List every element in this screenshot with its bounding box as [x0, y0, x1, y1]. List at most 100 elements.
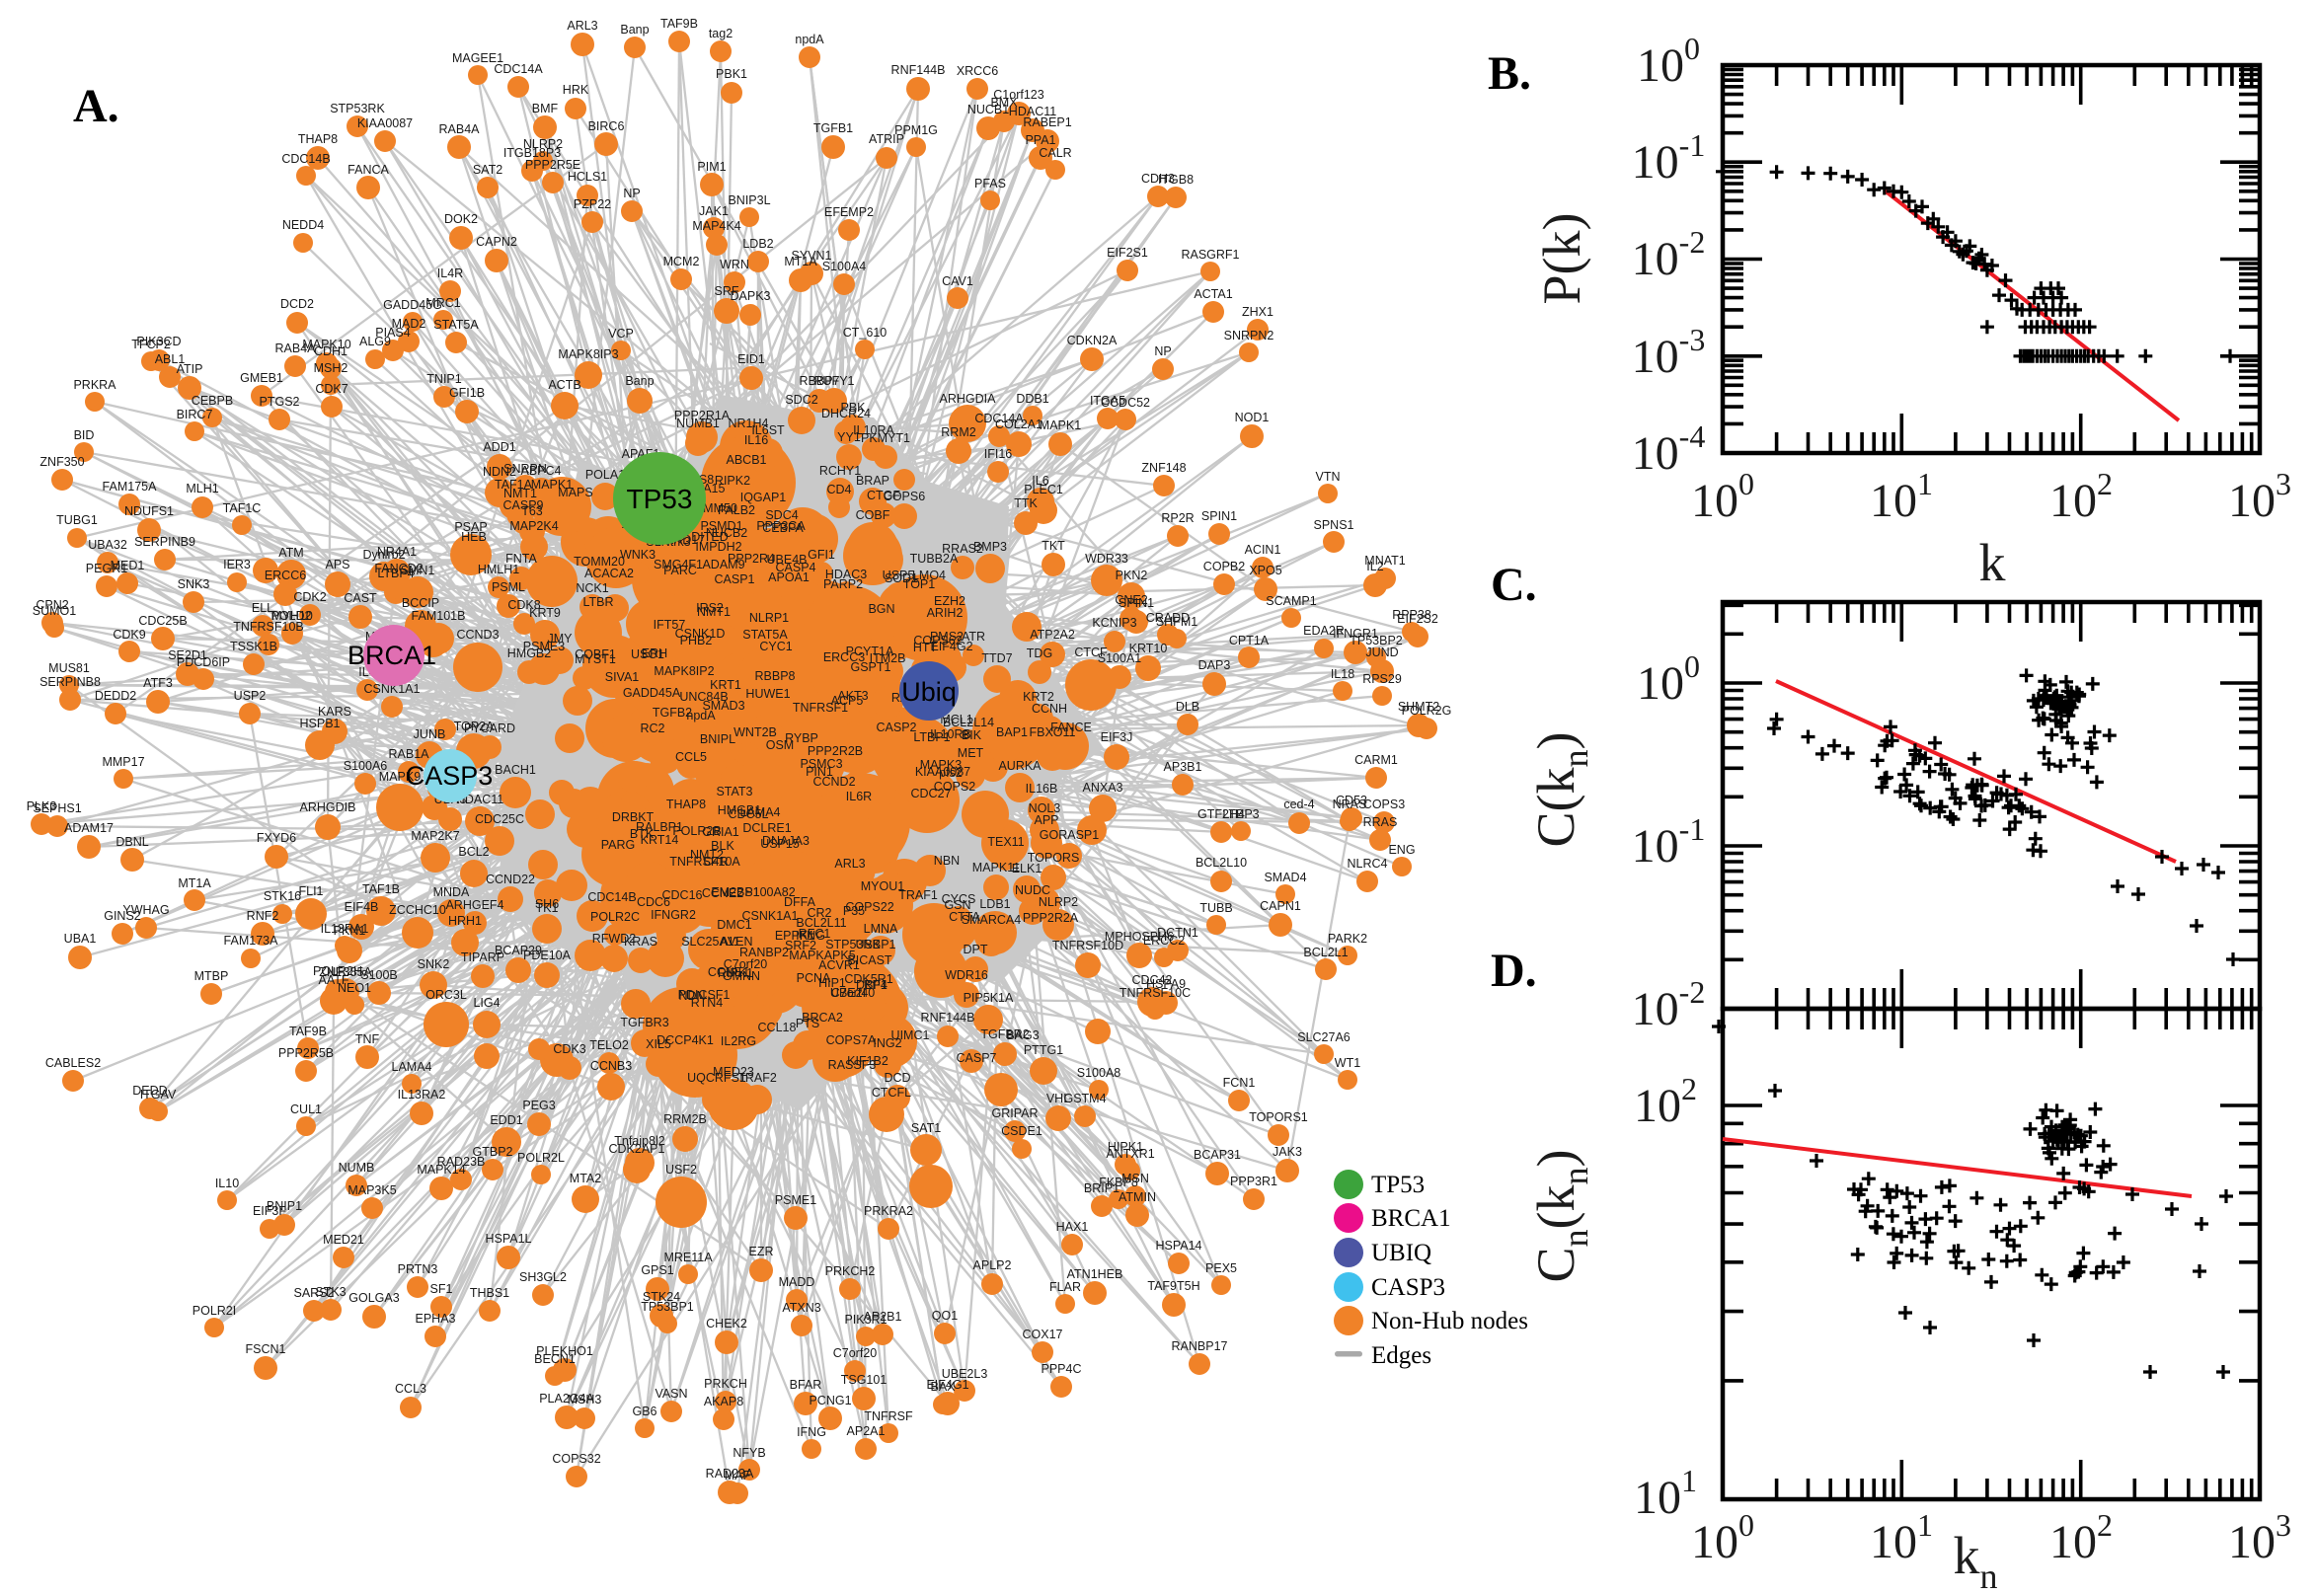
svg-text:CAPN2: CAPN2 [476, 235, 517, 249]
svg-text:FSCN1: FSCN1 [246, 1342, 286, 1356]
svg-text:CDH1: CDH1 [314, 344, 347, 358]
svg-text:MSH2: MSH2 [314, 361, 348, 375]
svg-text:JAK1: JAK1 [699, 204, 729, 218]
svg-text:KCNIP3: KCNIP3 [1092, 616, 1136, 630]
svg-text:NMT2: NMT2 [690, 848, 724, 862]
svg-text:PHB2: PHB2 [680, 634, 713, 647]
svg-text:MLH1: MLH1 [186, 482, 218, 495]
svg-text:AP2B1: AP2B1 [864, 1310, 902, 1324]
svg-text:SERPINB8: SERPINB8 [39, 675, 101, 689]
svg-text:IMPDH2: IMPDH2 [695, 540, 741, 554]
svg-text:SPNS1: SPNS1 [1314, 518, 1354, 532]
svg-text:HMLH1: HMLH1 [478, 563, 519, 576]
svg-text:POLD2: POLD2 [271, 609, 312, 623]
svg-text:PCNG1: PCNG1 [809, 1394, 851, 1407]
svg-text:MYST1: MYST1 [575, 652, 616, 666]
svg-text:PTTG1: PTTG1 [1024, 1043, 1063, 1057]
svg-text:HMGB2: HMGB2 [507, 646, 552, 660]
svg-text:RAB4A: RAB4A [275, 342, 317, 355]
svg-text:FLI1: FLI1 [298, 884, 323, 898]
svg-text:CTGF: CTGF [867, 489, 900, 502]
svg-text:SUMO1: SUMO1 [33, 604, 77, 618]
svg-text:ABPC4: ABPC4 [521, 464, 562, 478]
svg-text:BAP1: BAP1 [996, 725, 1028, 739]
svg-text:NLRP2: NLRP2 [523, 137, 563, 151]
svg-text:RALBP1: RALBP1 [636, 820, 683, 834]
svg-text:BCCIP: BCCIP [402, 596, 439, 610]
svg-text:STK16: STK16 [264, 889, 301, 903]
svg-text:CCL18: CCL18 [758, 1021, 797, 1034]
svg-text:FNTA: FNTA [505, 552, 537, 566]
svg-text:TSSK1B: TSSK1B [230, 640, 277, 653]
svg-text:RIPK1: RIPK1 [718, 966, 753, 980]
svg-text:S100A4: S100A4 [822, 260, 867, 273]
svg-text:IFNG: IFNG [797, 1425, 826, 1439]
svg-text:FANCD2: FANCD2 [374, 562, 423, 575]
svg-text:TOPORS1: TOPORS1 [1249, 1110, 1308, 1124]
svg-text:RUFY1: RUFY1 [814, 374, 855, 388]
svg-text:ATXN3: ATXN3 [782, 1301, 820, 1315]
svg-text:Non-Hub nodes: Non-Hub nodes [1371, 1308, 1528, 1334]
svg-text:TNIP1: TNIP1 [426, 372, 461, 386]
svg-text:ADAM17: ADAM17 [64, 821, 114, 835]
svg-text:ZHX1: ZHX1 [1242, 305, 1274, 319]
svg-text:PDCD6IP: PDCD6IP [177, 655, 230, 669]
svg-text:ATM: ATM [278, 546, 303, 560]
svg-text:PARK2: PARK2 [1328, 932, 1367, 946]
svg-text:SH6: SH6 [535, 897, 559, 911]
svg-text:MAPK10: MAPK10 [302, 338, 350, 351]
svg-text:UQCRFS1: UQCRFS1 [687, 1071, 746, 1085]
svg-text:GMEB1: GMEB1 [240, 371, 283, 385]
svg-text:PPP2R2A: PPP2R2A [1023, 911, 1079, 925]
svg-text:PPP4C: PPP4C [1042, 1362, 1082, 1376]
svg-text:XIL5: XIL5 [646, 1037, 671, 1051]
svg-text:GOLGA3: GOLGA3 [348, 1291, 399, 1305]
svg-text:ITGAV: ITGAV [140, 1088, 177, 1102]
svg-text:MAPK1: MAPK1 [531, 478, 573, 492]
svg-text:RASSF3: RASSF3 [828, 1058, 877, 1072]
svg-text:DCD2: DCD2 [280, 297, 314, 311]
svg-text:POLA1: POLA1 [585, 468, 625, 482]
svg-text:GTBP2: GTBP2 [473, 1145, 513, 1159]
svg-text:CDK8: CDK8 [507, 598, 540, 612]
svg-text:PKN1: PKN1 [334, 924, 366, 938]
svg-text:PPP2R5E: PPP2R5E [525, 158, 580, 172]
svg-text:TP53BP1: TP53BP1 [641, 1300, 694, 1314]
svg-text:TK1: TK1 [536, 901, 559, 915]
svg-text:TAF9T5H: TAF9T5H [1147, 1279, 1199, 1293]
svg-text:EIF3F: EIF3F [253, 1204, 286, 1218]
svg-text:A.: A. [73, 80, 119, 132]
svg-text:SEPHS1: SEPHS1 [33, 801, 81, 815]
svg-text:MMP17: MMP17 [102, 755, 144, 769]
svg-text:ATF3: ATF3 [143, 676, 173, 690]
svg-text:FCN1: FCN1 [1223, 1076, 1256, 1090]
svg-text:ACP5: ACP5 [831, 694, 864, 708]
svg-text:TRAF2: TRAF2 [737, 1071, 777, 1085]
svg-text:MT1A: MT1A [784, 255, 817, 268]
svg-text:KP1: KP1 [864, 978, 888, 992]
svg-text:XRCC6: XRCC6 [957, 64, 998, 78]
svg-text:KARS: KARS [318, 705, 351, 719]
svg-text:CASP4: CASP4 [776, 561, 816, 574]
svg-text:PPP2R4: PPP2R4 [728, 552, 775, 566]
svg-text:ARL3: ARL3 [834, 857, 865, 871]
svg-text:CDK9: CDK9 [113, 628, 145, 642]
svg-text:NUCB1: NUCB1 [967, 103, 1009, 116]
svg-text:EM2BP1: EM2BP1 [711, 885, 759, 899]
svg-text:RRAS: RRAS [1363, 815, 1398, 829]
svg-text:MSN: MSN [1121, 1172, 1149, 1185]
svg-text:10-1: 10-1 [1632, 811, 1706, 873]
svg-text:CDKN2A: CDKN2A [1067, 334, 1118, 347]
svg-text:CCL3: CCL3 [395, 1382, 426, 1396]
svg-text:CDH3: CDH3 [1141, 172, 1175, 186]
svg-text:NOD1: NOD1 [1235, 411, 1270, 424]
svg-text:ERCC6: ERCC6 [265, 569, 306, 582]
svg-text:PBK1: PBK1 [716, 67, 747, 81]
svg-text:MAP4K4: MAP4K4 [692, 219, 740, 233]
svg-text:DEDD2: DEDD2 [95, 689, 136, 703]
svg-text:IFT57: IFT57 [654, 618, 686, 632]
svg-text:GINS2: GINS2 [104, 909, 141, 923]
svg-text:AP2A1: AP2A1 [847, 1424, 886, 1438]
svg-text:PPP3R1: PPP3R1 [1230, 1175, 1277, 1188]
svg-text:PBK: PBK [840, 401, 866, 415]
